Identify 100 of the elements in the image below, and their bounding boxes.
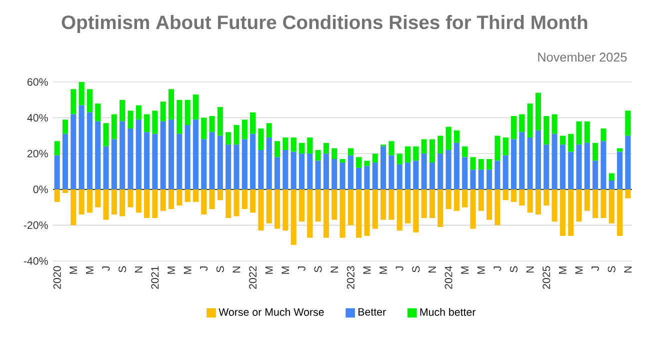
bar	[413, 146, 419, 161]
bar	[356, 157, 362, 168]
bar	[54, 189, 60, 202]
bar	[340, 162, 346, 190]
bar	[535, 189, 541, 214]
y-tick-label: 20%	[27, 150, 48, 158]
legend-label: Better	[358, 308, 386, 316]
x-tick-label: S	[412, 266, 420, 272]
bar	[396, 154, 402, 164]
bar	[217, 136, 223, 190]
bar	[388, 189, 394, 220]
bar	[470, 189, 476, 229]
bar	[144, 132, 150, 190]
bar	[560, 136, 566, 145]
bar	[332, 148, 338, 159]
bar	[544, 144, 550, 190]
bar	[616, 189, 623, 236]
bar	[298, 154, 305, 190]
bar	[209, 116, 215, 132]
bar	[462, 146, 468, 158]
bar	[70, 189, 76, 226]
bar	[282, 137, 288, 150]
bar	[486, 189, 492, 220]
bar	[519, 114, 525, 132]
bar	[568, 134, 574, 152]
bar	[209, 132, 215, 190]
y-tick-label: -40%	[24, 257, 48, 265]
bar	[413, 160, 419, 190]
bar	[282, 189, 288, 231]
bar	[494, 136, 500, 161]
bar	[608, 173, 614, 180]
bar	[266, 123, 272, 138]
bar	[519, 132, 525, 190]
bar	[62, 120, 68, 134]
bar	[176, 189, 182, 206]
bar	[608, 189, 614, 224]
bar	[608, 180, 614, 190]
bar	[421, 154, 427, 190]
x-tick-label: M	[477, 266, 485, 274]
bar	[348, 155, 354, 190]
bar	[454, 189, 460, 211]
x-tick-label: J	[494, 266, 502, 271]
bar	[144, 189, 150, 218]
bar	[250, 189, 256, 213]
bar	[429, 139, 435, 163]
bar	[258, 189, 264, 231]
bar	[234, 144, 240, 190]
bar	[70, 89, 76, 114]
bar	[274, 189, 280, 229]
bar	[103, 146, 109, 190]
bar	[160, 189, 166, 211]
bar	[266, 189, 272, 224]
bar	[372, 162, 378, 190]
bar	[413, 189, 419, 232]
bar	[576, 144, 582, 190]
bar	[356, 189, 362, 238]
bar	[584, 189, 590, 211]
bar	[111, 139, 117, 190]
bar	[364, 160, 370, 166]
bar	[315, 160, 321, 190]
x-tick-label: M	[86, 266, 94, 274]
bar	[364, 189, 370, 236]
bar	[486, 170, 492, 190]
x-tick-label: J	[298, 266, 306, 271]
bar	[86, 89, 92, 112]
x-tick-label: M	[461, 266, 468, 274]
bar	[404, 146, 411, 163]
bar	[62, 134, 68, 190]
bar	[103, 189, 109, 220]
bar	[152, 110, 158, 134]
bar	[86, 112, 92, 190]
y-tick-label: 60%	[27, 78, 48, 86]
bar	[95, 189, 101, 208]
bar	[592, 160, 598, 190]
bar	[340, 158, 346, 163]
bar	[128, 189, 134, 208]
bar	[372, 154, 378, 163]
bar	[152, 189, 158, 218]
bar	[510, 139, 517, 190]
x-tick-label: N	[330, 266, 338, 273]
bar	[519, 189, 525, 206]
bar	[544, 116, 550, 145]
bar	[54, 155, 60, 190]
bar	[226, 132, 232, 145]
bar	[184, 100, 190, 125]
bar	[176, 100, 182, 134]
bar	[438, 136, 444, 154]
bar	[136, 120, 142, 190]
bar	[152, 134, 158, 190]
bar	[388, 141, 394, 156]
bar	[388, 155, 394, 190]
bar	[307, 137, 313, 154]
bar	[552, 134, 558, 190]
bar	[502, 137, 508, 156]
bar	[242, 120, 248, 140]
bar	[544, 189, 550, 206]
x-tick-label: S	[216, 266, 224, 272]
bar	[616, 152, 623, 190]
x-tick-label: 2025	[542, 266, 550, 289]
bar	[404, 162, 411, 190]
